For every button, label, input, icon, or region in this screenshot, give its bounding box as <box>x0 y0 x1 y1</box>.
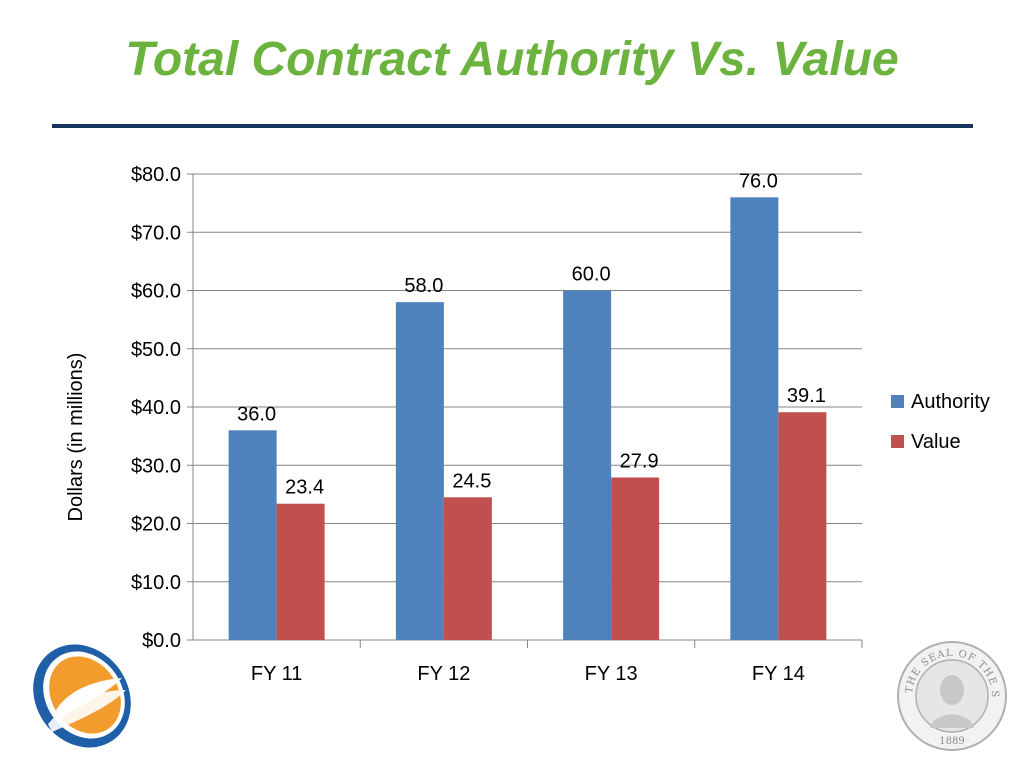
state-seal-icon: THE SEAL OF THE STATE OF WASHINGTON 1889 <box>896 640 1007 751</box>
data-label: 39.1 <box>787 385 826 407</box>
organization-logo <box>33 644 131 748</box>
bar-authority <box>228 430 277 640</box>
y-tick-label: $40.0 <box>131 397 181 419</box>
bar-value <box>276 503 325 640</box>
bar-authority <box>563 290 612 640</box>
y-tick-label: $30.0 <box>131 455 181 477</box>
bar-value <box>443 497 492 640</box>
legend-swatch-authority <box>891 395 904 408</box>
x-tick-label: FY 14 <box>752 663 805 685</box>
legend-swatch-value <box>891 435 904 448</box>
data-label: 23.4 <box>285 477 324 499</box>
slide-title: Total Contract Authority Vs. Value <box>125 33 899 86</box>
y-tick-label: $20.0 <box>131 514 181 536</box>
data-label: 24.5 <box>452 470 491 492</box>
y-tick-label: $80.0 <box>131 164 181 186</box>
seal-year: 1889 <box>939 736 964 747</box>
y-tick-label: $70.0 <box>131 222 181 244</box>
x-tick-label: FY 11 <box>251 663 303 685</box>
title-divider <box>52 124 973 128</box>
y-tick-label: $10.0 <box>131 572 181 594</box>
y-tick-label: $50.0 <box>131 339 181 361</box>
legend-label-authority: Authority <box>911 391 990 413</box>
data-label: 76.0 <box>739 170 778 192</box>
data-label: 27.9 <box>620 450 659 472</box>
bar-authority <box>395 302 444 640</box>
y-tick-label: $0.0 <box>142 630 181 652</box>
legend-label-value: Value <box>911 431 961 453</box>
data-label: 58.0 <box>404 275 443 297</box>
data-label: 60.0 <box>572 264 611 286</box>
bar-value <box>778 412 827 640</box>
bar-authority <box>730 197 779 641</box>
x-tick-label: FY 12 <box>417 663 470 685</box>
bar-value <box>611 477 660 640</box>
y-tick-label: $60.0 <box>131 281 181 303</box>
x-tick-label: FY 13 <box>585 663 638 685</box>
data-label: 36.0 <box>237 403 276 425</box>
y-axis-label: Dollars (in millions) <box>65 353 87 522</box>
